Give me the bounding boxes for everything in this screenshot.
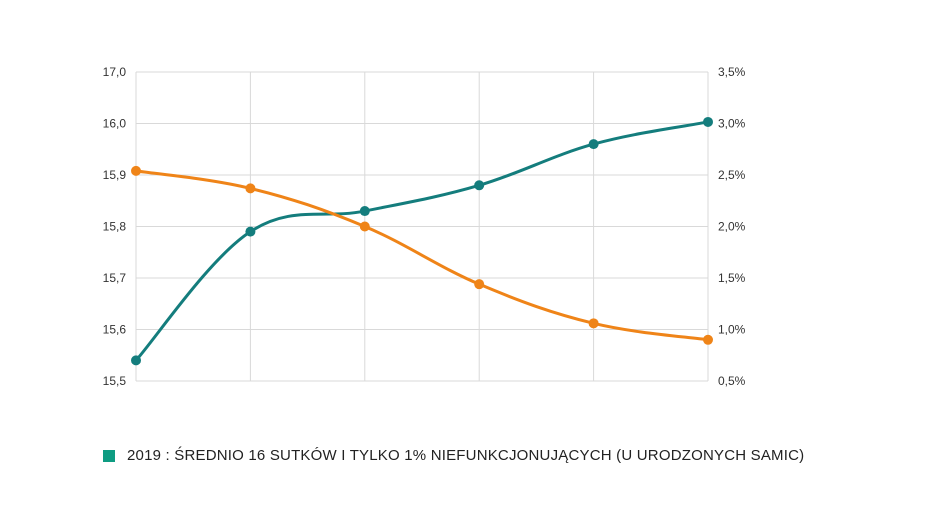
left-tick-label: 15,8: [103, 220, 127, 234]
data-point-series-1: [588, 139, 599, 150]
series-points: [131, 116, 713, 366]
data-point-series-2: [588, 318, 599, 329]
right-tick-label: 1,0%: [718, 323, 746, 337]
data-point-series-1: [245, 226, 256, 237]
legend: 2019 : ŚREDNIO 16 SUTKÓW I TYLKO 1% NIEF…: [103, 447, 804, 464]
left-axis-ticks: 15,5 15,6 15,7 15,8 15,9 16,0 17,0: [103, 65, 127, 388]
left-tick-label: 15,9: [103, 168, 127, 182]
left-tick-label: 15,7: [103, 271, 127, 285]
right-tick-label: 1,5%: [718, 271, 746, 285]
right-tick-label: 2,5%: [718, 168, 746, 182]
right-axis-ticks: 0,5% 1,0% 1,5% 2,0% 2,5% 3,0% 3,5%: [718, 65, 746, 388]
series-line-2: [134, 169, 710, 342]
data-point-series-1: [131, 355, 141, 366]
right-tick-label: 0,5%: [718, 374, 746, 388]
grid: [135, 71, 709, 382]
left-tick-label: 15,5: [103, 374, 127, 388]
data-point-series-2: [359, 221, 370, 232]
data-point-series-1: [474, 180, 485, 191]
left-tick-label: 16,0: [103, 117, 127, 131]
left-tick-label: 17,0: [103, 65, 127, 79]
data-point-series-2: [245, 183, 256, 194]
right-tick-label: 3,5%: [718, 65, 746, 79]
data-point-series-2: [131, 165, 141, 176]
left-tick-label: 15,6: [103, 323, 127, 337]
right-tick-label: 3,0%: [718, 117, 746, 131]
series-line-1: [134, 120, 710, 362]
data-point-series-1: [703, 116, 713, 127]
legend-swatch: [103, 449, 115, 462]
right-tick-label: 2,0%: [718, 220, 746, 234]
data-point-series-2: [474, 279, 485, 290]
series-lines: [134, 120, 710, 362]
data-point-series-1: [359, 206, 370, 217]
legend-label: 2019 : ŚREDNIO 16 SUTKÓW I TYLKO 1% NIEF…: [127, 447, 805, 464]
data-point-series-2: [703, 334, 713, 345]
